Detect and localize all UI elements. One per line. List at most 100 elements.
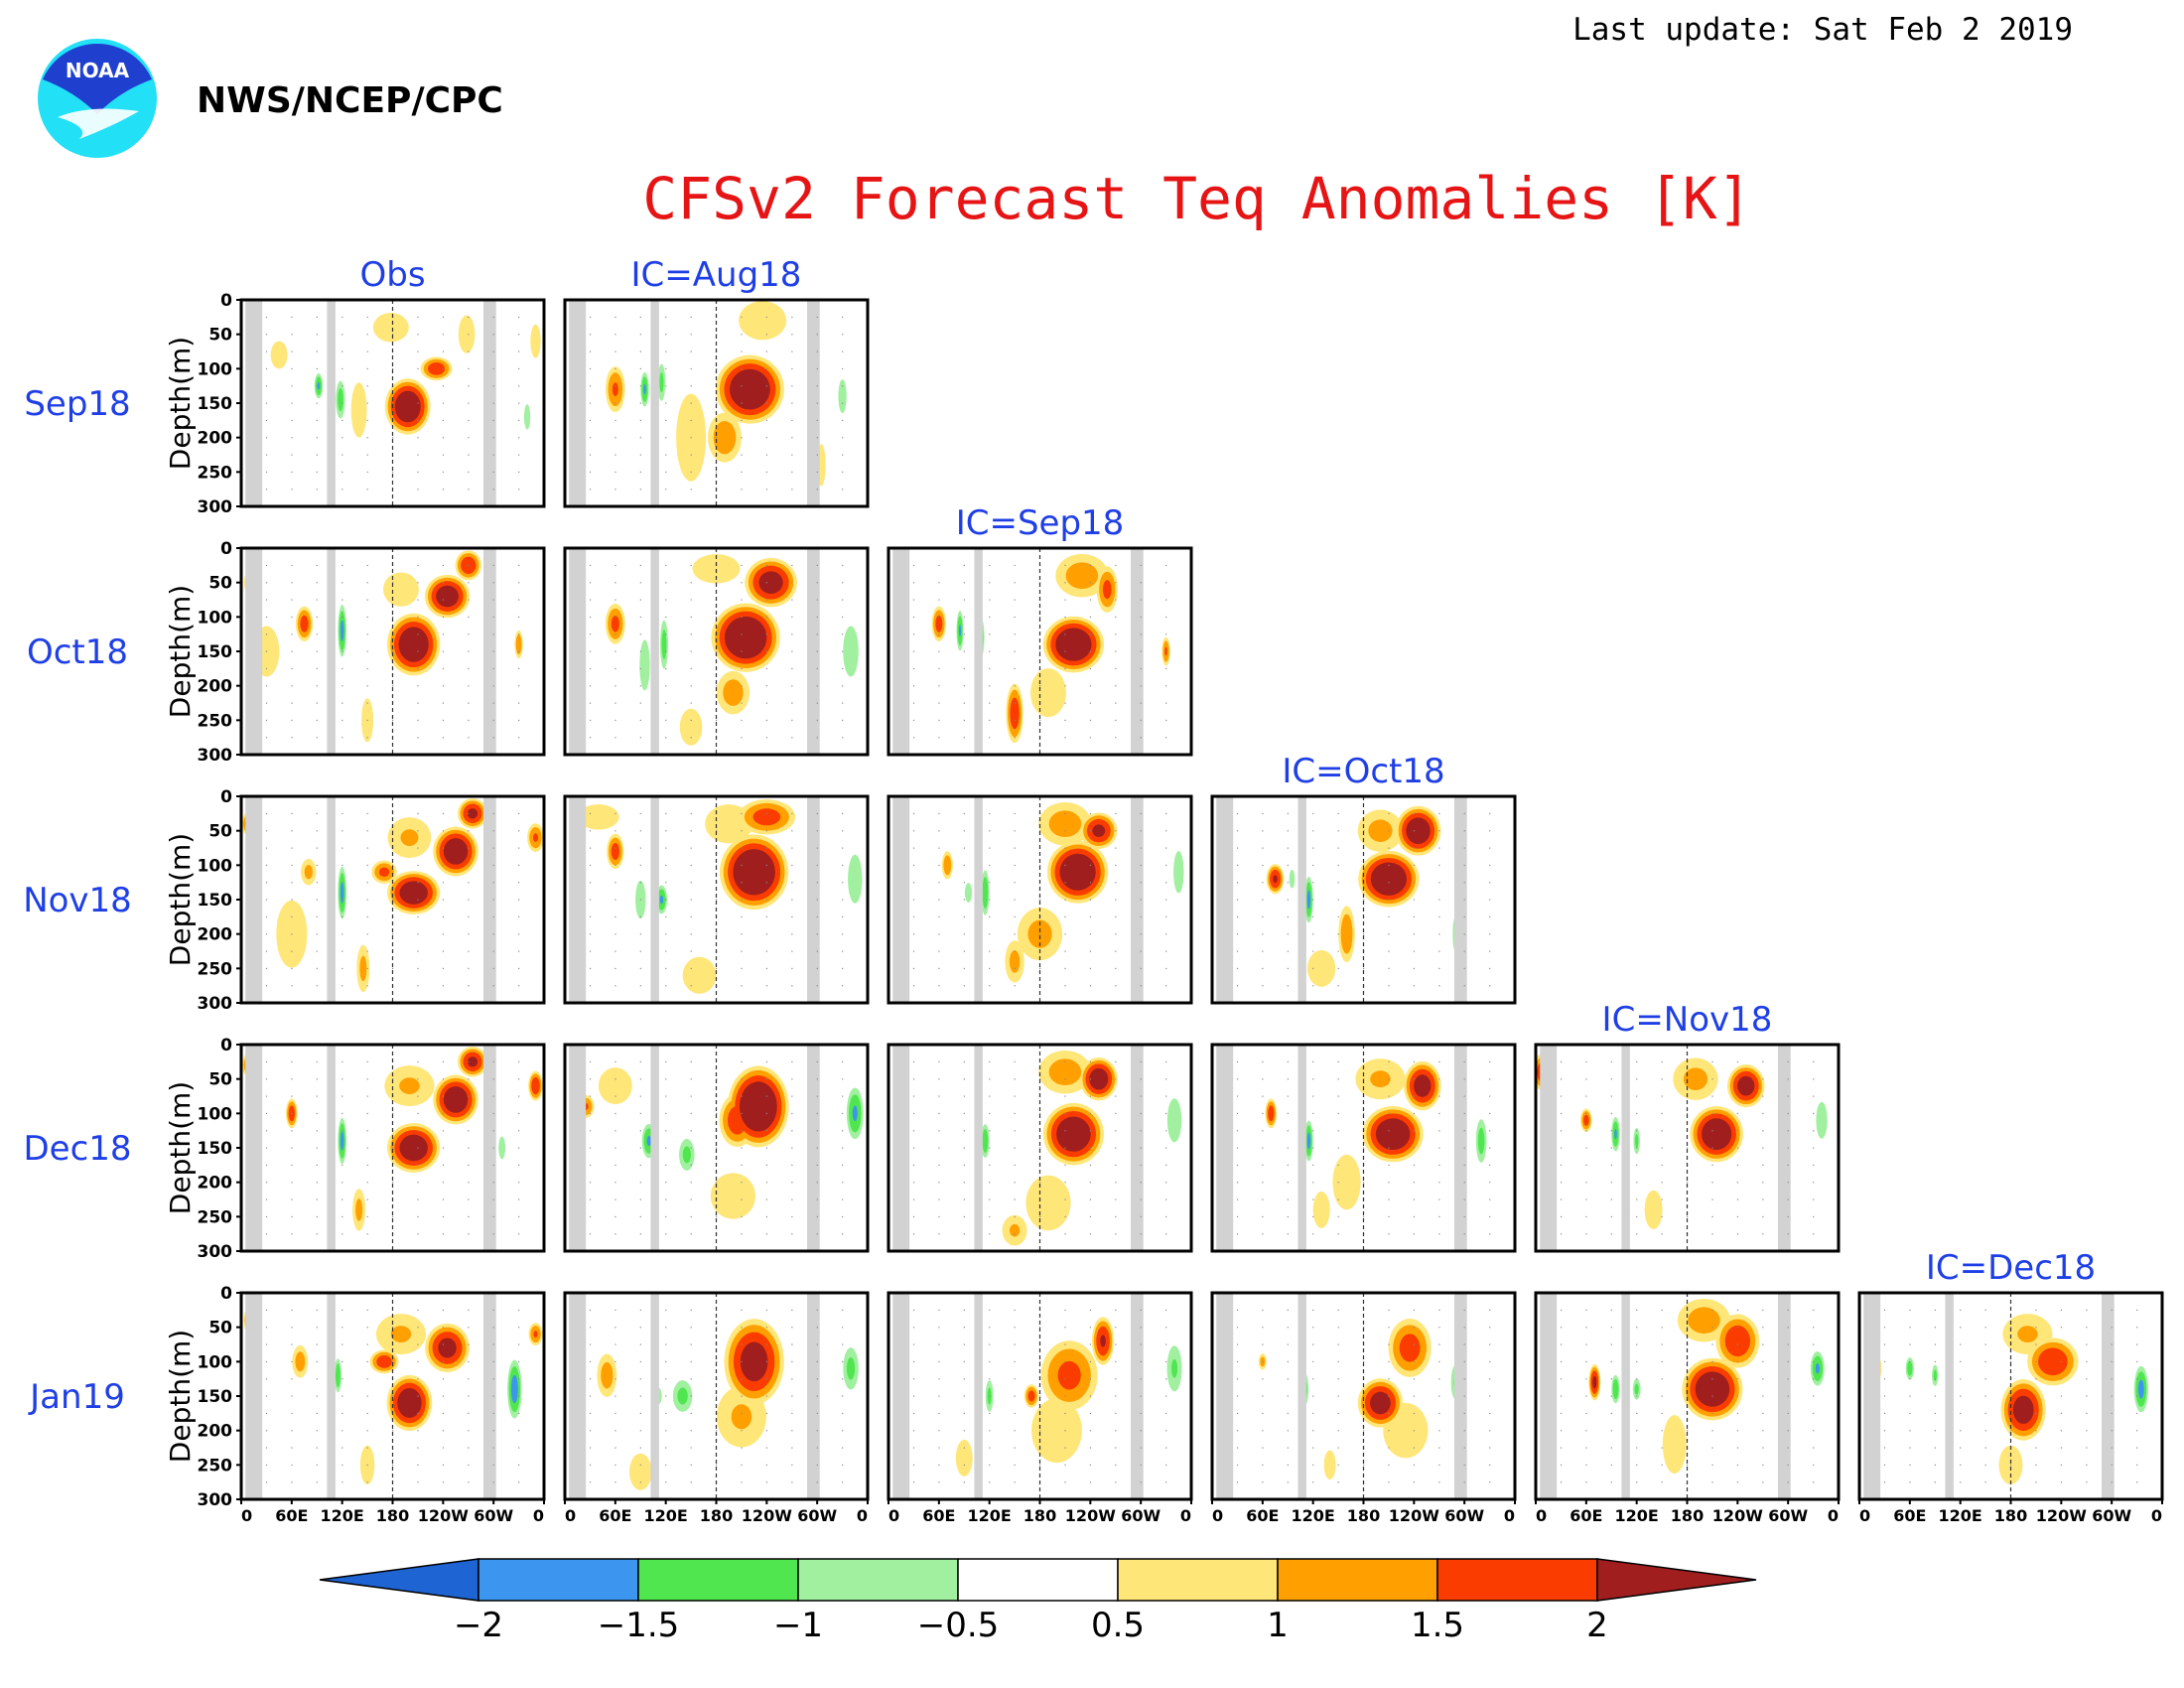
- grid-dot: [341, 933, 343, 935]
- grid-dot: [291, 1198, 293, 1200]
- grid-dot: [1039, 719, 1041, 722]
- grid-dot: [1165, 633, 1167, 635]
- grid-dot: [1089, 685, 1092, 687]
- grid-dot: [291, 1215, 293, 1218]
- grid-dot: [316, 882, 318, 884]
- grid-dot: [614, 1309, 616, 1312]
- grid-dot: [1262, 864, 1264, 867]
- grid-dot: [1489, 882, 1491, 884]
- grid-dot: [816, 1095, 818, 1097]
- anomaly-contour: [843, 626, 859, 677]
- grid-dot: [392, 1360, 394, 1363]
- grid-dot: [1236, 1447, 1239, 1449]
- grid-dot: [1463, 1412, 1465, 1415]
- grid-dot: [1661, 1215, 1663, 1218]
- land-mask: [245, 300, 263, 506]
- x-tick-label: 120W: [418, 1506, 469, 1525]
- anomaly-contour: [601, 1361, 614, 1389]
- grid-dot: [2060, 1378, 2063, 1380]
- grid-dot: [392, 967, 394, 970]
- grid-dot: [392, 471, 394, 474]
- grid-dot: [989, 882, 991, 884]
- grid-dot: [639, 864, 641, 867]
- grid-dot: [316, 1343, 318, 1345]
- grid-dot: [1489, 1430, 1491, 1432]
- x-tick-label: 120W: [2036, 1506, 2087, 1525]
- grid-dot: [2111, 1309, 2113, 1312]
- grid-dot: [492, 830, 494, 832]
- grid-dot: [816, 1164, 818, 1167]
- grid-dot: [1337, 864, 1339, 867]
- grid-dot: [1711, 1233, 1713, 1235]
- grid-dot: [589, 1215, 592, 1218]
- anomaly-contour: [515, 634, 522, 655]
- grid-dot: [791, 1327, 793, 1329]
- anomaly-contour: [355, 1198, 363, 1221]
- grid-dot: [639, 437, 641, 439]
- grid-dot: [842, 1481, 844, 1483]
- grid-dot: [1337, 1112, 1339, 1115]
- grid-dot: [316, 812, 318, 815]
- grid-dot: [2111, 1447, 2113, 1449]
- grid-dot: [589, 830, 592, 832]
- grid-dot: [1064, 847, 1066, 849]
- grid-dot: [1140, 1327, 1142, 1329]
- grid-dot: [639, 564, 641, 567]
- grid-dot: [417, 616, 419, 619]
- grid-dot: [1560, 1412, 1563, 1415]
- grid-dot: [265, 437, 268, 439]
- grid-dot: [2035, 1360, 2037, 1363]
- grid-dot: [816, 882, 818, 884]
- grid-dot: [417, 1060, 419, 1063]
- grid-dot: [1287, 847, 1289, 849]
- grid-dot: [1762, 1447, 1764, 1449]
- grid-dot: [1014, 812, 1016, 815]
- grid-dot: [842, 1215, 844, 1218]
- grid-dot: [665, 950, 667, 952]
- grid-dot: [1014, 882, 1016, 884]
- grid-dot: [492, 1430, 494, 1432]
- grid-dot: [912, 967, 915, 970]
- grid-dot: [989, 1464, 991, 1467]
- grid-dot: [842, 1412, 844, 1415]
- grid-dot: [716, 582, 718, 584]
- grid-dot: [1711, 1327, 1713, 1329]
- grid-dot: [989, 1112, 991, 1115]
- grid-dot: [938, 1233, 940, 1235]
- row-label: Jan19: [28, 1377, 125, 1417]
- anomaly-contour: [317, 381, 321, 390]
- grid-dot: [1438, 830, 1440, 832]
- grid-dot: [392, 1395, 394, 1397]
- grid-dot: [791, 882, 793, 884]
- grid-dot: [690, 1164, 692, 1167]
- grid-dot: [1736, 1130, 1739, 1132]
- grid-dot: [1064, 950, 1066, 952]
- grid-dot: [989, 847, 991, 849]
- anomaly-contour: [724, 616, 767, 659]
- grid-dot: [816, 650, 818, 652]
- grid-dot: [468, 316, 470, 319]
- grid-dot: [690, 933, 692, 935]
- grid-dot: [1560, 1447, 1563, 1449]
- grid-dot: [518, 1464, 520, 1467]
- grid-dot: [291, 1233, 293, 1235]
- grid-dot: [417, 1412, 419, 1415]
- anomaly-contour: [705, 804, 753, 844]
- grid-dot: [614, 1378, 616, 1380]
- grid-dot: [1165, 1198, 1167, 1200]
- grid-dot: [1463, 1464, 1465, 1467]
- anomaly-contour: [523, 404, 531, 430]
- grid-dot: [1337, 1130, 1339, 1132]
- grid-dot: [1489, 1412, 1491, 1415]
- grid-dot: [442, 737, 445, 739]
- grid-dot: [518, 1430, 520, 1432]
- grid-dot: [1262, 1060, 1264, 1063]
- grid-dot: [1489, 915, 1491, 918]
- grid-dot: [1736, 1198, 1739, 1200]
- grid-dot: [1787, 1481, 1789, 1483]
- grid-dot: [392, 1182, 394, 1184]
- grid-dot: [1337, 915, 1339, 918]
- grid-dot: [1236, 1360, 1239, 1363]
- grid-dot: [468, 1360, 470, 1363]
- grid-dot: [1636, 1464, 1638, 1467]
